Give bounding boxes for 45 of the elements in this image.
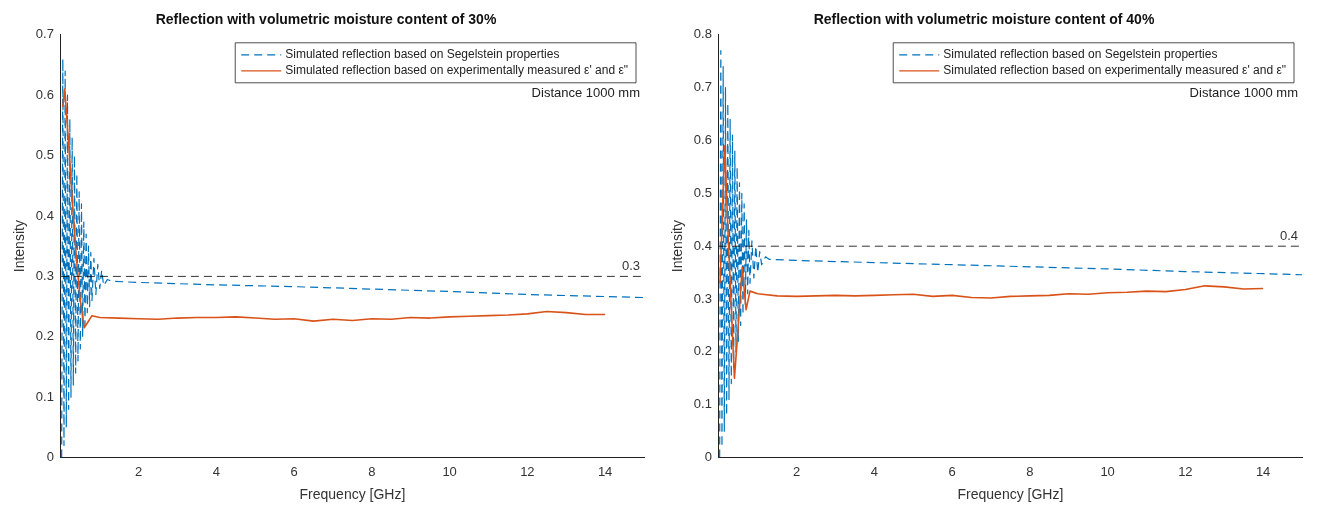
y-tick-label: 0.7 xyxy=(693,79,712,95)
x-tick-label: 8 xyxy=(1026,463,1034,479)
annotation: Distance 1000 mm xyxy=(531,84,640,100)
y-tick-label: 0.8 xyxy=(693,26,712,42)
x-tick-label: 4 xyxy=(870,463,878,479)
legend-label: Simulated reflection based on experimentally measured ε' and ε" xyxy=(285,63,629,78)
x-tick-label: 4 xyxy=(212,463,220,479)
x-tick-label: 2 xyxy=(793,463,801,479)
legend-label: Simulated reflection based on Segelstein properties xyxy=(285,47,560,62)
annotation: Distance 1000 mm xyxy=(1189,84,1298,100)
y-tick-label: 0.1 xyxy=(35,388,54,404)
y-tick-label: 0.6 xyxy=(693,132,712,148)
y-tick-label: 0.3 xyxy=(693,290,712,306)
y-tick-label: 0.6 xyxy=(35,86,54,102)
x-tick-label: 14 xyxy=(597,463,613,479)
y-tick-label: 0 xyxy=(46,449,54,465)
ref-line-label: 0.4 xyxy=(1279,228,1298,244)
chart-title: Reflection with volumetric moisture content of 30% xyxy=(155,11,497,28)
x-tick-label: 12 xyxy=(520,463,535,479)
y-axis-title: Intensity xyxy=(669,220,686,273)
legend-label: Simulated reflection based on Segelstein properties xyxy=(943,47,1218,62)
x-tick-label: 6 xyxy=(290,463,298,479)
x-tick-label: 12 xyxy=(1178,463,1193,479)
y-tick-label: 0.1 xyxy=(693,396,712,412)
y-tick-label: 0.2 xyxy=(35,328,54,344)
legend-label: Simulated reflection based on experimentally measured ε' and ε" xyxy=(943,63,1287,78)
y-tick-label: 0.3 xyxy=(35,267,54,283)
y-tick-label: 0.4 xyxy=(35,207,54,223)
y-axis-title: Intensity xyxy=(11,220,28,273)
x-axis-title: Frequency [GHz] xyxy=(957,486,1064,503)
x-tick-label: 14 xyxy=(1255,463,1271,479)
x-axis-title: Frequency [GHz] xyxy=(299,486,406,503)
y-tick-label: 0.7 xyxy=(35,26,54,42)
x-tick-label: 10 xyxy=(1100,463,1115,479)
y-tick-label: 0.2 xyxy=(693,343,712,359)
ref-line-label: 0.3 xyxy=(621,258,640,274)
y-tick-label: 0.5 xyxy=(35,147,54,163)
x-tick-label: 2 xyxy=(135,463,143,479)
chart-title: Reflection with volumetric moisture content of 40% xyxy=(813,11,1155,28)
x-tick-label: 8 xyxy=(368,463,376,479)
y-tick-label: 0 xyxy=(704,449,712,465)
y-tick-label: 0.5 xyxy=(693,184,712,200)
x-tick-label: 6 xyxy=(948,463,956,479)
x-tick-label: 10 xyxy=(442,463,457,479)
y-tick-label: 0.4 xyxy=(693,237,712,253)
